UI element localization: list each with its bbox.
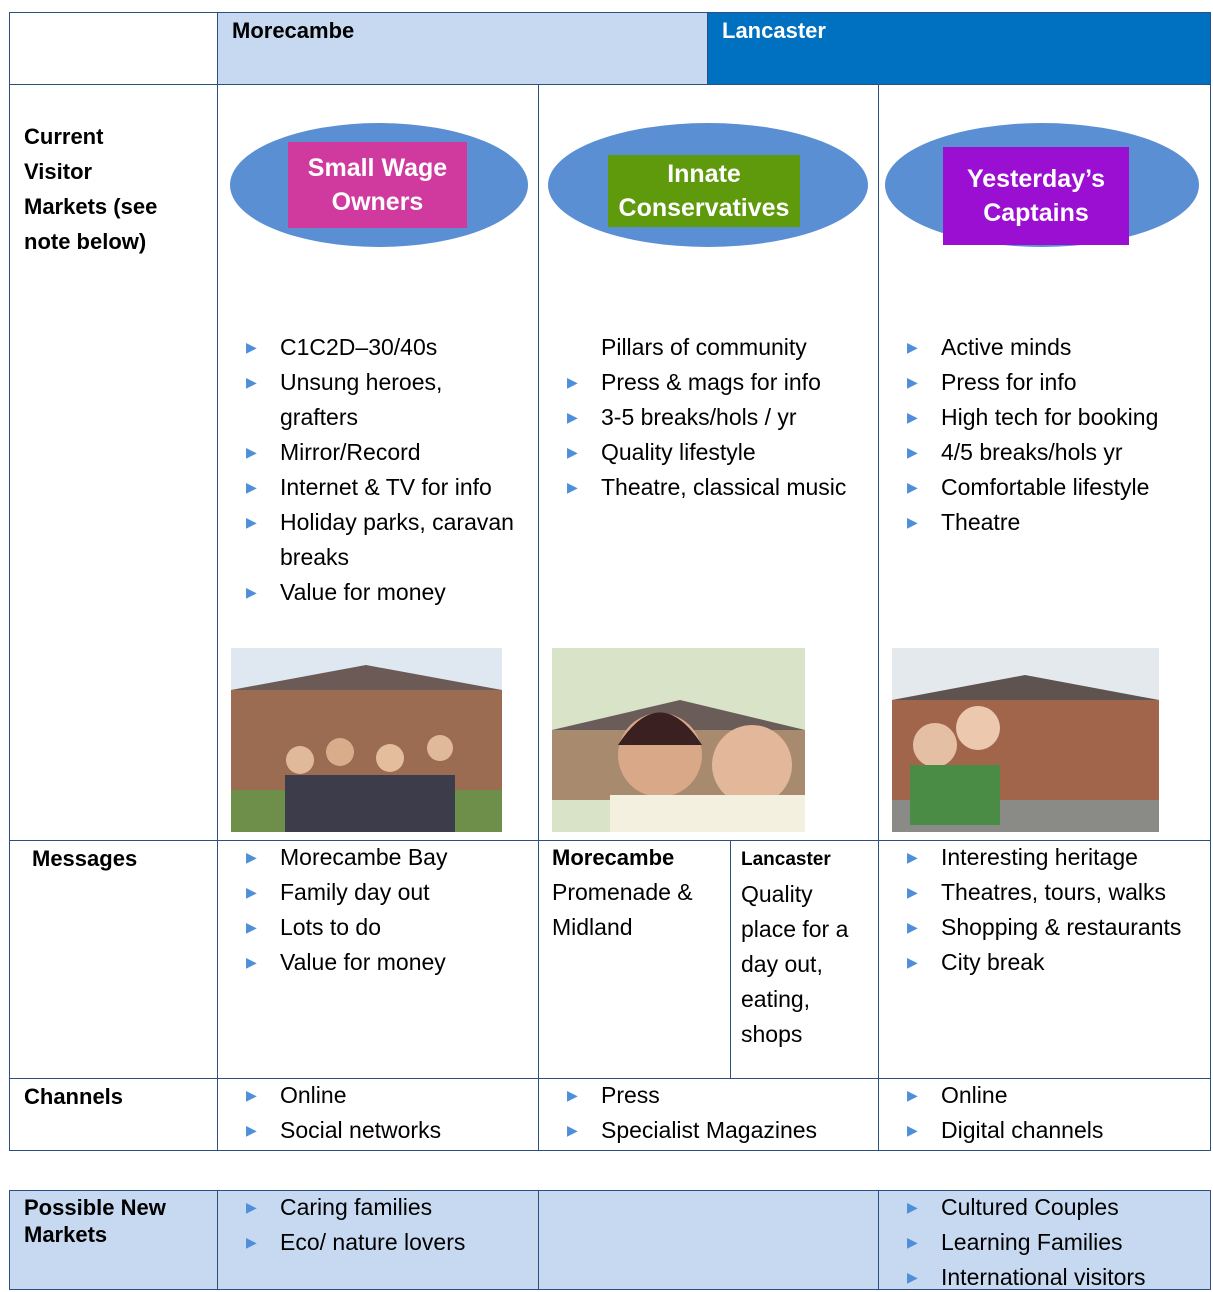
row-label: Current Visitor Markets (see note below): [24, 124, 158, 254]
bullet-item: Social networks: [246, 1113, 516, 1148]
bullet-item: Unsung heroes, grafters: [246, 365, 516, 435]
bullet-item: 3-5 breaks/hols / yr: [567, 400, 867, 435]
bullet-list: OnlineSocial networks: [246, 1078, 516, 1148]
bullet-item: Holiday parks, caravan breaks: [246, 505, 516, 575]
segment-name: Small Wage Owners: [288, 142, 467, 228]
bullet-item: City break: [907, 945, 1207, 980]
message-sub: Lancaster Quality place for a day out, e…: [730, 840, 861, 1052]
sub-text: Quality place for a day out, eating, sho…: [741, 881, 849, 1047]
bullet-item: Shopping & restaurants: [907, 910, 1207, 945]
bullet-item: Comfortable lifestyle: [907, 470, 1207, 505]
bullet-item: Digital channels: [907, 1113, 1207, 1148]
list-intro: Pillars of community: [601, 334, 807, 360]
bullet-item: Learning Families: [907, 1225, 1207, 1260]
bullet-item: Morecambe Bay: [246, 840, 516, 875]
bullet-item: Theatre: [907, 505, 1207, 540]
bullet-item: Specialist Magazines: [567, 1113, 867, 1148]
row-label: Possible New Markets: [24, 1195, 166, 1247]
photo: [231, 648, 502, 832]
bullet-item: Press for info: [907, 365, 1207, 400]
row-label-cell: Messages: [9, 840, 218, 1079]
bullet-item: Interesting heritage: [907, 840, 1207, 875]
row-label-cell: Channels: [9, 1078, 218, 1151]
bullet-item: Lots to do: [246, 910, 516, 945]
bullet-item: Value for money: [246, 945, 516, 980]
bullet-list: PressSpecialist Magazines: [567, 1078, 867, 1148]
sub-heading: Lancaster: [741, 849, 831, 870]
row-label: Channels: [24, 1084, 124, 1109]
segment-name: Yesterday’s Captains: [943, 147, 1129, 245]
bullet-list: Caring familiesEco/ nature lovers: [246, 1190, 516, 1260]
photo: [552, 648, 805, 832]
list-wrap: Pillars of community Press & mags for in…: [567, 330, 867, 505]
bullet-item: Online: [907, 1078, 1207, 1113]
bullet-item: C1C2D–30/40s: [246, 330, 516, 365]
bullet-list: Interesting heritageTheatres, tours, wal…: [907, 840, 1207, 980]
row-label: Messages: [32, 846, 138, 871]
bullet-item: Family day out: [246, 875, 516, 910]
bullet-list: Press & mags for info3-5 breaks/hols / y…: [567, 365, 867, 505]
bullet-item: Theatres, tours, walks: [907, 875, 1207, 910]
bullet-item: International visitors: [907, 1260, 1207, 1292]
bullet-item: Eco/ nature lovers: [246, 1225, 516, 1260]
bullet-item: Caring families: [246, 1190, 516, 1225]
bullet-item: Internet & TV for info: [246, 470, 516, 505]
bullet-list: Morecambe BayFamily day outLots to doVal…: [246, 840, 516, 980]
bullet-item: High tech for booking: [907, 400, 1207, 435]
bullet-item: Theatre, classical music: [567, 470, 867, 505]
bullet-item: Press: [567, 1078, 867, 1113]
row-label-cell: Possible New Markets: [9, 1190, 218, 1290]
bullet-list: Cultured CouplesLearning FamiliesInterna…: [907, 1190, 1207, 1292]
segment-name: Innate Conservatives: [608, 155, 800, 227]
photo: [892, 648, 1159, 832]
sub-heading: Morecambe: [552, 845, 675, 870]
bullet-item: Cultured Couples: [907, 1190, 1207, 1225]
sub-text: Promenade & Midland: [552, 879, 693, 940]
bullet-list: OnlineDigital channels: [907, 1078, 1207, 1148]
bullet-list: C1C2D–30/40sUnsung heroes, graftersMirro…: [246, 330, 516, 610]
bullet-list: Active mindsPress for infoHigh tech for …: [907, 330, 1207, 540]
cell: [538, 1190, 879, 1290]
bullet-item: Press & mags for info: [567, 365, 867, 400]
bullet-item: Quality lifestyle: [567, 435, 867, 470]
message-sub: Morecambe Promenade & Midland: [538, 840, 732, 945]
bullet-item: Mirror/Record: [246, 435, 516, 470]
bullet-item: Online: [246, 1078, 516, 1113]
bullet-item: Value for money: [246, 575, 516, 610]
bullet-item: 4/5 breaks/hols yr: [907, 435, 1207, 470]
bullet-item: Active minds: [907, 330, 1207, 365]
